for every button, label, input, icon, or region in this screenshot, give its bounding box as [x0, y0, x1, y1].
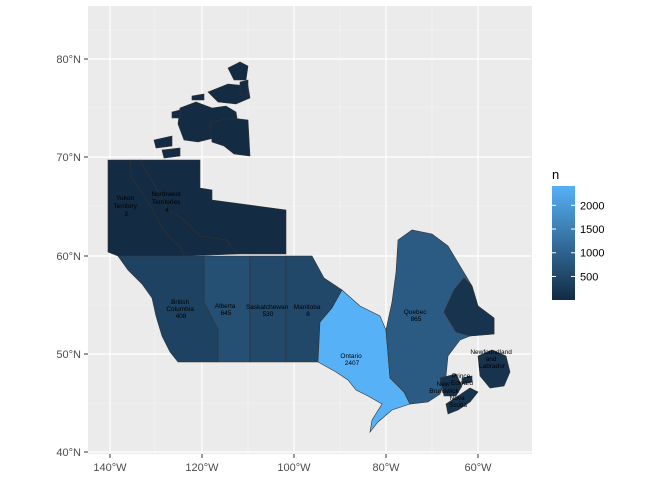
region-ns — [445, 387, 479, 415]
label-ontario-value: 2407 — [345, 360, 360, 367]
label-bc-name-2: Columbia — [166, 306, 194, 313]
region-nb — [439, 373, 463, 397]
label-pei-name-2: Edward — [451, 380, 473, 387]
label-manitoba: Manitoba 8 — [294, 304, 323, 318]
x-tick-label: 80°W — [372, 462, 400, 474]
label-newfoundland-name-1: Newfoundland — [470, 349, 512, 356]
label-newfoundland-name-3: Labrador — [479, 363, 506, 370]
y-axis-labels: 40°N 50°N 60°N 70°N 80°N — [56, 54, 81, 459]
label-alberta-value: 645 — [221, 310, 232, 317]
x-tick-label: 60°W — [464, 462, 492, 474]
y-axis — [84, 58, 88, 453]
label-quebec-value: 865 — [411, 316, 422, 323]
label-quebec: Quebec 865 — [404, 309, 429, 323]
x-tick-label: 120°W — [185, 462, 219, 474]
region-labels: Yukon Territory 3 Northwest Territories … — [113, 191, 513, 409]
y-tick-label: 80°N — [56, 54, 81, 66]
label-yukon-value: 3 — [124, 211, 128, 218]
label-quebec-name: Quebec — [404, 309, 428, 316]
label-pei: Prince Edward — [451, 373, 473, 387]
label-yukon: Yukon Territory 3 — [113, 195, 138, 218]
label-nb: New Brunswick — [429, 381, 459, 395]
region-layer — [107, 61, 511, 434]
label-pei-name-1: Prince — [452, 373, 471, 380]
label-yukon-name-1: Yukon — [116, 195, 134, 202]
region-newfoundland — [443, 277, 511, 389]
legend-tick-label: 1000 — [580, 248, 604, 260]
label-manitoba-name: Manitoba — [294, 304, 321, 311]
label-newfoundland: Newfoundland and Labrador — [470, 349, 513, 370]
label-nb-name-2: Brunswick — [429, 388, 459, 395]
y-tick-label: 50°N — [56, 349, 81, 361]
label-ontario-name: Ontario — [340, 353, 362, 360]
legend: n 2000 1500 1000 500 — [552, 167, 604, 300]
label-alberta-name: Alberta — [215, 303, 236, 310]
region-nwt — [129, 159, 239, 257]
label-nwt-value: 4 — [165, 207, 169, 214]
y-tick-label: 40°N — [56, 447, 81, 459]
label-nb-name-1: New — [437, 381, 450, 388]
legend-colorbar — [552, 186, 575, 300]
label-saskatchewan: Saskatchewan 530 — [246, 304, 290, 318]
label-ns-name-2: Scotia — [449, 402, 467, 409]
label-nwt-name-1: Northwest — [151, 191, 180, 198]
label-ns: Nova Scotia — [449, 395, 467, 409]
label-newfoundland-name-2: and — [486, 356, 497, 363]
label-yukon-name-2: Territory — [113, 203, 137, 210]
label-nwt-name-2: Territories — [152, 199, 181, 206]
label-saskatchewan-name: Saskatchewan — [246, 304, 289, 311]
x-axis — [109, 454, 479, 458]
legend-ticks: 2000 1500 1000 500 — [552, 200, 604, 283]
label-nwt: Northwest Territories 4 — [151, 191, 182, 214]
label-alberta: Alberta 645 — [215, 303, 237, 317]
label-bc: British Columbia 408 — [166, 299, 195, 320]
y-tick-label: 60°N — [56, 251, 81, 263]
x-tick-label: 140°W — [93, 462, 127, 474]
region-pei — [461, 375, 473, 385]
label-saskatchewan-value: 530 — [263, 311, 274, 318]
legend-tick-label: 500 — [580, 271, 598, 283]
legend-title: n — [552, 167, 559, 182]
x-tick-label: 100°W — [277, 462, 311, 474]
label-ontario: Ontario 2407 — [340, 353, 363, 367]
y-tick-label: 70°N — [56, 152, 81, 164]
label-ns-name-1: Nova — [450, 395, 466, 402]
label-bc-name-1: British — [171, 299, 189, 306]
label-manitoba-value: 8 — [306, 311, 310, 318]
x-axis-labels: 140°W 120°W 100°W 80°W 60°W — [93, 462, 492, 474]
region-nunavut — [139, 61, 287, 255]
legend-tick-label: 1500 — [580, 224, 604, 236]
legend-tick-label: 2000 — [580, 200, 604, 212]
label-bc-value: 408 — [176, 313, 187, 320]
